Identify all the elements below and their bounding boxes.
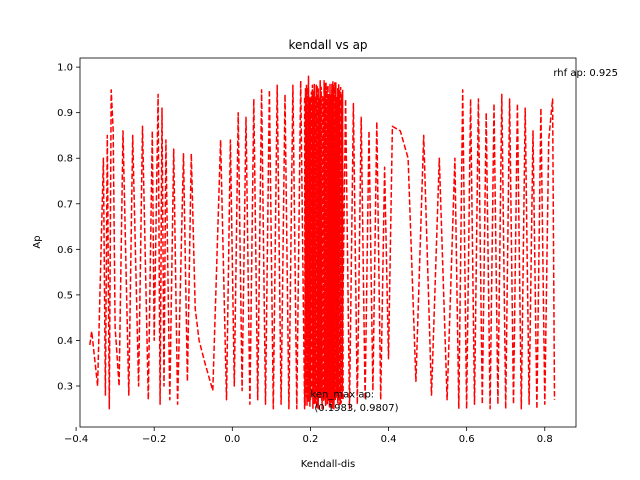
x-tick-label: 0.2 xyxy=(302,434,318,445)
x-tick-label: 0.4 xyxy=(381,434,397,445)
x-axis-label: Kendall-dis xyxy=(301,459,356,470)
y-tick-label: 0.4 xyxy=(57,336,73,347)
x-tick-label: −0.4 xyxy=(64,434,88,445)
annotation-text: rhf ap: 0.925 xyxy=(553,68,618,79)
annotation-text: ken_max ap: xyxy=(310,389,374,400)
annotation-text: (0.1983, 0.9807) xyxy=(314,403,398,414)
y-tick-label: 0.6 xyxy=(57,245,73,256)
y-tick-label: 0.8 xyxy=(57,154,73,165)
y-tick-label: 1.0 xyxy=(57,63,73,74)
y-tick-label: 0.3 xyxy=(57,382,73,393)
x-tick-label: 0.6 xyxy=(459,434,475,445)
y-tick-label: 0.5 xyxy=(57,290,73,301)
y-axis-label: Ap xyxy=(32,235,43,248)
series-line-dense-cluster xyxy=(305,81,344,409)
chart-title: kendall vs ap xyxy=(288,38,367,52)
y-tick-label: 0.7 xyxy=(57,199,73,210)
x-tick-label: 0.8 xyxy=(537,434,553,445)
x-tick-label: −0.2 xyxy=(142,434,166,445)
y-tick-label: 0.9 xyxy=(57,108,73,119)
x-tick-label: 0.0 xyxy=(224,434,240,445)
